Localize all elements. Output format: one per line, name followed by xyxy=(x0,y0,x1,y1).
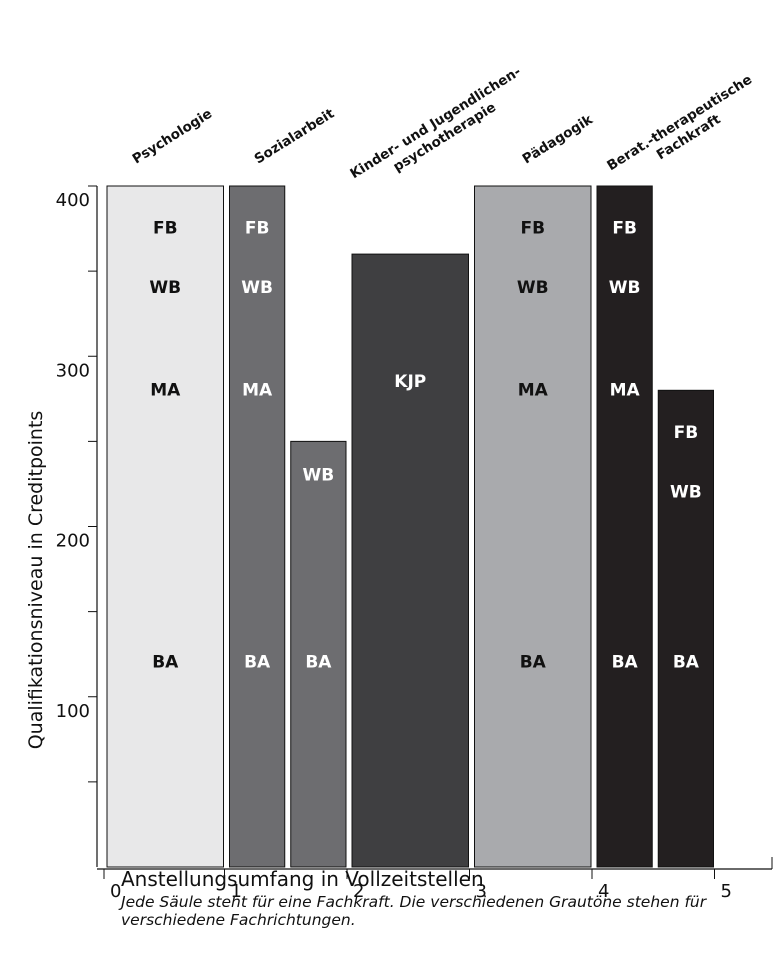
bar-2 xyxy=(229,185,286,868)
bar-5-label-wb: WB xyxy=(517,278,549,298)
x-axis-label: Anstellungsumfang in Vollzeitstellen xyxy=(121,867,484,891)
bar-3 xyxy=(290,440,347,868)
y-axis-label: Qualifikationsniveau in Creditpoints xyxy=(25,411,47,750)
bar-4 xyxy=(351,253,469,868)
bar-5-label-fb: FB xyxy=(520,219,545,239)
bar-2-label-ba: BA xyxy=(244,653,271,673)
y-tick-label-200: 200 xyxy=(56,531,90,552)
caption: Jede Säule steht für eine Fachkraft. Die… xyxy=(121,893,707,929)
bar-5-label-ba: BA xyxy=(520,653,547,673)
bar-7 xyxy=(657,389,714,868)
bar-3-label-wb: WB xyxy=(303,465,335,485)
x-tick-label-2: 2 xyxy=(353,881,364,902)
bar-5 xyxy=(474,185,592,868)
x-tick-label-4: 4 xyxy=(598,881,609,902)
group-label-2: Sozialarbeit xyxy=(252,105,338,167)
bar-4-label-kjp: KJP xyxy=(394,372,426,392)
bar-1-label-wb: WB xyxy=(149,278,181,298)
bars: FB WB MA BA FB WB MA BA WB BA KJP FB WB MA BA FB WB MA BA F… xyxy=(106,185,714,868)
x-tick-label-3: 3 xyxy=(476,881,487,902)
bar-2-label-ma: MA xyxy=(242,380,273,400)
bar-5-label-ma: MA xyxy=(518,380,549,400)
y-tick-label-400: 400 xyxy=(56,190,90,211)
group-label-4: Pädagogik xyxy=(520,111,597,167)
bar-1-label-ba: BA xyxy=(152,653,179,673)
bar-6-label-ba: BA xyxy=(612,653,639,673)
bar-2-label-wb: WB xyxy=(241,278,273,298)
x-tick-label-0: 0 xyxy=(110,881,121,902)
x-tick-label-1: 1 xyxy=(231,881,242,902)
bar-1 xyxy=(106,185,224,868)
bar-6-label-wb: WB xyxy=(609,278,641,298)
bar-6 xyxy=(596,185,653,868)
group-label-5: Berat.-therapeutischeFachkraft xyxy=(604,72,764,189)
group-label-1: Psychologie xyxy=(130,106,215,168)
tick-labels: 100 200 300 400 0 1 2 3 4 5 xyxy=(56,185,773,902)
group-label-3: Kinder- und Jugendlichen-psychotherapie xyxy=(347,64,532,197)
y-tick-label-100: 100 xyxy=(56,701,90,722)
group-labels: Psychologie Sozialarbeit Kinder- und Jugen… xyxy=(130,64,764,197)
bar-2-label-fb: FB xyxy=(245,219,270,239)
y-tick-label-300: 300 xyxy=(56,360,90,381)
bar-6-label-ma: MA xyxy=(610,380,641,400)
bar-1-label-ma: MA xyxy=(150,380,181,400)
bar-1-label-fb: FB xyxy=(153,219,178,239)
bar-7-label-fb: FB xyxy=(674,423,699,443)
bar-3-label-ba: BA xyxy=(305,653,332,673)
x-tick-label-5: 5 xyxy=(721,881,732,902)
bar-6-label-fb: FB xyxy=(612,219,637,239)
bar-7-label-ba: BA xyxy=(673,653,700,673)
bar-7-label-wb: WB xyxy=(670,482,702,502)
